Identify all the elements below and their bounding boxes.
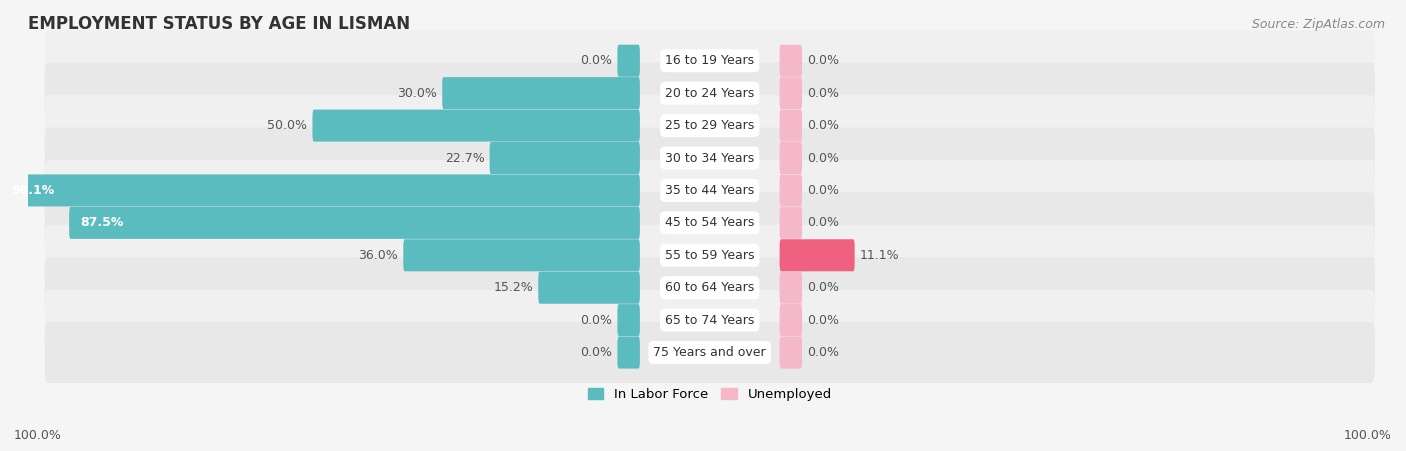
Text: 50.0%: 50.0% xyxy=(267,119,308,132)
Text: 22.7%: 22.7% xyxy=(444,152,485,165)
FancyBboxPatch shape xyxy=(617,336,640,368)
Text: 30.0%: 30.0% xyxy=(398,87,437,100)
Text: 16 to 19 Years: 16 to 19 Years xyxy=(665,54,754,67)
Text: 25 to 29 Years: 25 to 29 Years xyxy=(665,119,755,132)
Text: 55 to 59 Years: 55 to 59 Years xyxy=(665,249,755,262)
Text: Source: ZipAtlas.com: Source: ZipAtlas.com xyxy=(1251,18,1385,31)
FancyBboxPatch shape xyxy=(779,45,801,77)
FancyBboxPatch shape xyxy=(779,272,801,304)
FancyBboxPatch shape xyxy=(45,193,1375,253)
FancyBboxPatch shape xyxy=(779,175,801,207)
Text: 36.0%: 36.0% xyxy=(359,249,398,262)
Legend: In Labor Force, Unemployed: In Labor Force, Unemployed xyxy=(582,383,837,406)
FancyBboxPatch shape xyxy=(312,110,640,142)
Text: 0.0%: 0.0% xyxy=(807,346,839,359)
FancyBboxPatch shape xyxy=(779,110,801,142)
Text: 65 to 74 Years: 65 to 74 Years xyxy=(665,313,755,327)
FancyBboxPatch shape xyxy=(45,128,1375,189)
Text: 0.0%: 0.0% xyxy=(807,152,839,165)
FancyBboxPatch shape xyxy=(443,77,640,109)
Text: 0.0%: 0.0% xyxy=(581,313,613,327)
FancyBboxPatch shape xyxy=(45,257,1375,318)
Text: 15.2%: 15.2% xyxy=(494,281,533,294)
FancyBboxPatch shape xyxy=(45,63,1375,124)
FancyBboxPatch shape xyxy=(617,304,640,336)
Text: 100.0%: 100.0% xyxy=(14,429,62,442)
FancyBboxPatch shape xyxy=(45,290,1375,350)
Text: 20 to 24 Years: 20 to 24 Years xyxy=(665,87,755,100)
FancyBboxPatch shape xyxy=(45,225,1375,286)
Text: 0.0%: 0.0% xyxy=(807,184,839,197)
Text: 0.0%: 0.0% xyxy=(807,87,839,100)
FancyBboxPatch shape xyxy=(0,175,640,207)
FancyBboxPatch shape xyxy=(404,239,640,272)
Text: 75 Years and over: 75 Years and over xyxy=(654,346,766,359)
Text: 11.1%: 11.1% xyxy=(859,249,900,262)
Text: 60 to 64 Years: 60 to 64 Years xyxy=(665,281,755,294)
FancyBboxPatch shape xyxy=(45,95,1375,156)
Text: 0.0%: 0.0% xyxy=(581,346,613,359)
FancyBboxPatch shape xyxy=(779,77,801,109)
FancyBboxPatch shape xyxy=(617,45,640,77)
FancyBboxPatch shape xyxy=(779,304,801,336)
FancyBboxPatch shape xyxy=(45,30,1375,91)
Text: 35 to 44 Years: 35 to 44 Years xyxy=(665,184,755,197)
FancyBboxPatch shape xyxy=(779,336,801,368)
Text: 0.0%: 0.0% xyxy=(807,281,839,294)
Text: EMPLOYMENT STATUS BY AGE IN LISMAN: EMPLOYMENT STATUS BY AGE IN LISMAN xyxy=(28,15,411,33)
FancyBboxPatch shape xyxy=(538,272,640,304)
Text: 30 to 34 Years: 30 to 34 Years xyxy=(665,152,755,165)
FancyBboxPatch shape xyxy=(779,207,801,239)
Text: 0.0%: 0.0% xyxy=(581,54,613,67)
Text: 45 to 54 Years: 45 to 54 Years xyxy=(665,216,755,230)
FancyBboxPatch shape xyxy=(45,160,1375,221)
FancyBboxPatch shape xyxy=(779,142,801,174)
Text: 100.0%: 100.0% xyxy=(1344,429,1392,442)
Text: 0.0%: 0.0% xyxy=(807,216,839,230)
Text: 0.0%: 0.0% xyxy=(807,313,839,327)
FancyBboxPatch shape xyxy=(45,322,1375,383)
FancyBboxPatch shape xyxy=(779,239,855,272)
Text: 87.5%: 87.5% xyxy=(80,216,124,230)
Text: 0.0%: 0.0% xyxy=(807,119,839,132)
FancyBboxPatch shape xyxy=(489,142,640,174)
Text: 98.1%: 98.1% xyxy=(11,184,55,197)
Text: 0.0%: 0.0% xyxy=(807,54,839,67)
FancyBboxPatch shape xyxy=(69,207,640,239)
